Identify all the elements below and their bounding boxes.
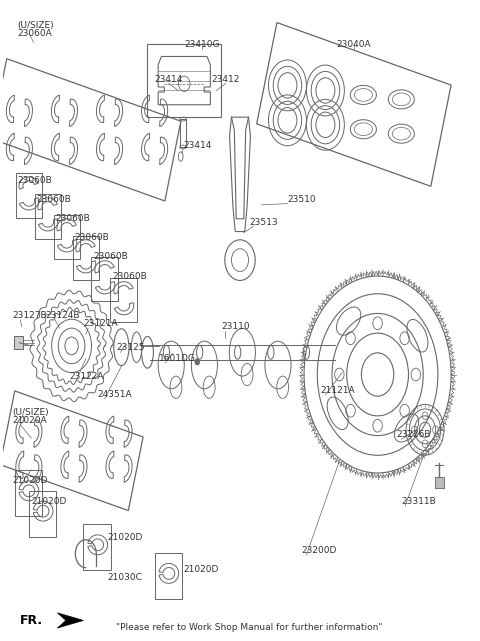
Text: 23127B: 23127B [12, 311, 47, 320]
Text: "Please refer to Work Shop Manual for further information": "Please refer to Work Shop Manual for fu… [116, 623, 383, 632]
Bar [180, 119, 186, 147]
Text: 24351A: 24351A [97, 390, 132, 399]
Text: 21020D: 21020D [12, 476, 48, 485]
Text: 23060B: 23060B [93, 253, 128, 262]
Text: 23414: 23414 [155, 74, 183, 83]
Text: 23060B: 23060B [55, 214, 90, 223]
Text: 23311B: 23311B [401, 497, 436, 506]
Text: 23510: 23510 [288, 196, 316, 204]
Text: 23060B: 23060B [36, 196, 71, 204]
Bar [147, 44, 221, 117]
Bar [14, 337, 23, 349]
Text: 21020D: 21020D [183, 565, 218, 574]
Text: 23124B: 23124B [46, 311, 80, 320]
Text: 23121A: 23121A [84, 319, 118, 328]
Text: 23410G: 23410G [184, 40, 220, 49]
Text: 23200D: 23200D [301, 546, 337, 555]
Text: 21030C: 21030C [107, 573, 142, 583]
Text: 23122A: 23122A [69, 372, 104, 381]
Text: 23060A: 23060A [17, 29, 52, 38]
Bar [72, 236, 98, 281]
Text: 23060B: 23060B [74, 233, 108, 242]
Text: 21020D: 21020D [31, 497, 67, 506]
Bar [29, 491, 56, 537]
Text: 23414: 23414 [183, 141, 212, 150]
Text: 23110: 23110 [221, 322, 250, 331]
Bar [84, 524, 111, 570]
Bar [155, 553, 182, 599]
Text: 23060B: 23060B [112, 272, 147, 281]
Text: 23412: 23412 [212, 74, 240, 83]
Text: 23060B: 23060B [17, 176, 52, 185]
Text: 23513: 23513 [250, 217, 278, 226]
Bar [110, 278, 137, 322]
Text: 23125: 23125 [117, 344, 145, 353]
Bar [35, 194, 60, 238]
Circle shape [195, 358, 200, 365]
Bar [92, 257, 118, 301]
Text: 1601DG: 1601DG [159, 354, 196, 363]
Text: (U/SIZE): (U/SIZE) [12, 408, 49, 417]
Text: 21121A: 21121A [321, 386, 355, 395]
Bar [15, 173, 42, 217]
Polygon shape [57, 613, 84, 628]
Text: 23226B: 23226B [396, 430, 431, 439]
Bar [54, 215, 80, 260]
Text: (U/SIZE): (U/SIZE) [17, 21, 54, 29]
Text: 21020A: 21020A [12, 417, 47, 426]
Bar [14, 470, 42, 516]
Text: FR.: FR. [19, 614, 43, 627]
Bar [434, 478, 444, 488]
Text: 23040A: 23040A [336, 40, 371, 49]
Text: 21020D: 21020D [107, 533, 143, 542]
